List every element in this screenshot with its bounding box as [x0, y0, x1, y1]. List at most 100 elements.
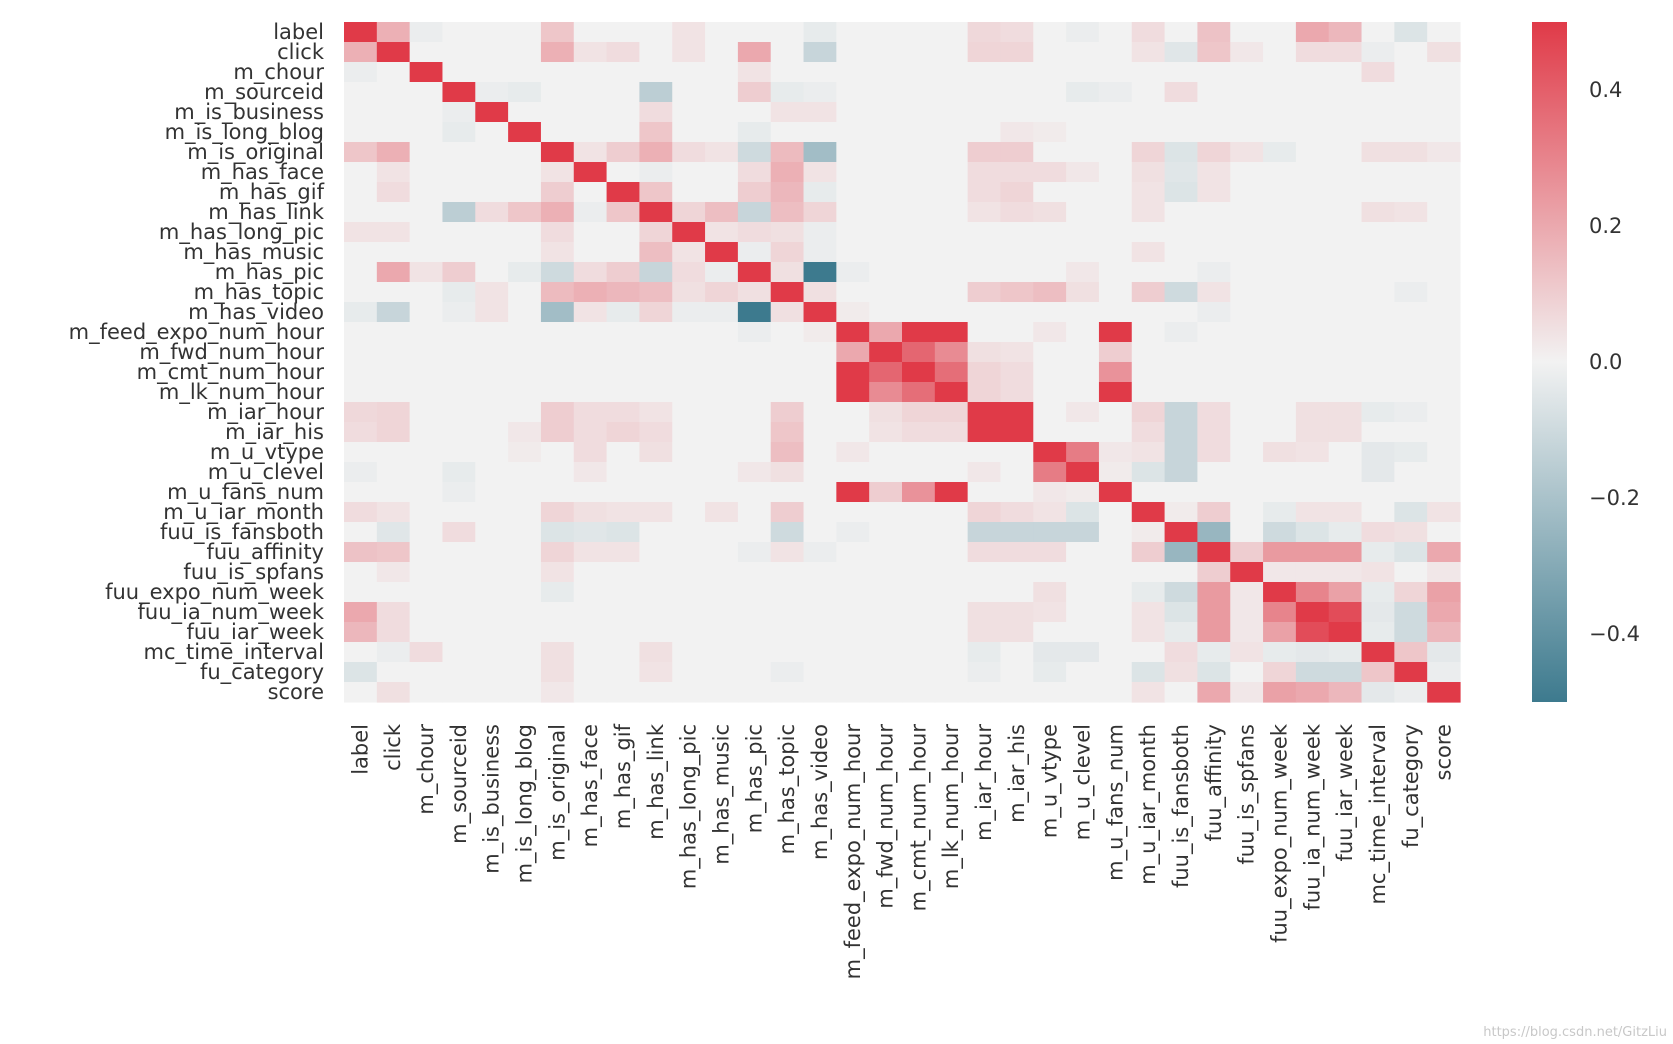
heatmap-cell-m_u_vtype-fuu_iar_week	[1328, 442, 1363, 463]
heatmap-cell-m_has_video-m_chour	[409, 302, 444, 323]
heatmap-cell-m_has_link-m_fwd_num_hour	[869, 202, 903, 223]
heatmap-cell-m_u_fans_num-fu_category	[1394, 482, 1428, 503]
heatmap-cell-fuu_iar_week-m_has_pic	[737, 622, 772, 643]
heatmap-cell-fuu_ia_num_week-m_has_video	[803, 602, 837, 623]
heatmap-cell-fuu_ia_num_week-m_has_long_pic	[672, 602, 706, 623]
heatmap-cell-m_u_clevel-m_is_business	[475, 462, 509, 483]
heatmap-cell-m_fwd_num_hour-m_iar_his	[1000, 342, 1034, 363]
heatmap-cell-m_has_face-m_is_long_blog	[508, 162, 542, 183]
heatmap-cell-fu_category-click	[376, 662, 411, 683]
heatmap-cell-fuu_expo_num_week-m_has_long_pic	[672, 582, 706, 603]
heatmap-cell-fuu_expo_num_week-m_has_face	[573, 582, 608, 603]
heatmap-cell-fuu_is_spfans-m_feed_expo_num_hour	[836, 562, 870, 583]
heatmap-cell-m_iar_his-m_has_link	[639, 422, 673, 443]
heatmap-cell-m_u_iar_month-fuu_iar_week	[1328, 502, 1363, 523]
heatmap-cell-m_u_fans_num-m_has_pic	[737, 482, 772, 503]
heatmap-cell-mc_time_interval-mc_time_interval	[1361, 642, 1395, 663]
heatmap-cell-m_is_long_blog-fuu_iar_week	[1328, 122, 1363, 143]
heatmap-cell-m_has_video-m_fwd_num_hour	[869, 302, 903, 323]
heatmap-cell-m_has_video-m_iar_hour	[967, 302, 1002, 323]
heatmap-cell-m_feed_expo_num_hour-fuu_ia_num_week	[1295, 322, 1330, 343]
y-tick-label: m_sourceid	[204, 80, 324, 105]
heatmap-cell-fuu_ia_num_week-fuu_is_fansboth	[1164, 602, 1199, 623]
heatmap-cell-m_chour-fuu_expo_num_week	[1263, 62, 1297, 83]
heatmap-cell-fuu_is_spfans-m_u_iar_month	[1131, 562, 1166, 583]
heatmap-cell-m_has_pic-m_fwd_num_hour	[869, 262, 903, 283]
heatmap-cell-m_has_video-m_has_pic	[737, 302, 772, 323]
x-tick-label: m_u_fans_num	[1103, 724, 1128, 881]
y-tick-label: fuu_affinity	[207, 540, 325, 565]
heatmap-cell-fuu_affinity-m_sourceid	[442, 542, 476, 563]
x-tick-label: score	[1432, 724, 1456, 780]
heatmap-cell-m_has_gif-fu_category	[1394, 182, 1428, 203]
heatmap-cell-m_lk_num_hour-m_has_long_pic	[672, 382, 706, 403]
heatmap-cell-m_u_vtype-m_has_long_pic	[672, 442, 706, 463]
heatmap-cell-m_has_music-mc_time_interval	[1361, 242, 1395, 263]
heatmap-cell-m_has_pic-fuu_expo_num_week	[1263, 262, 1297, 283]
heatmap-cell-fuu_is_fansboth-click	[376, 522, 411, 543]
colorbar-tick-label: 0.2	[1589, 214, 1622, 238]
heatmap-cell-m_is_business-label	[344, 102, 378, 123]
heatmap-cell-m_u_clevel-m_has_topic	[770, 462, 805, 483]
heatmap-cell-m_u_fans_num-score	[1427, 482, 1461, 503]
heatmap-cell-label-m_is_business	[475, 22, 509, 43]
heatmap-cell-fu_category-m_u_clevel	[1066, 662, 1100, 683]
heatmap-cell-m_u_iar_month-m_has_topic	[770, 502, 805, 523]
heatmap-cell-m_has_face-m_has_link	[639, 162, 673, 183]
heatmap-cell-m_fwd_num_hour-m_is_original	[540, 342, 575, 363]
heatmap-cell-click-m_has_music	[705, 42, 739, 63]
colorbar-tick-label: 0.0	[1589, 350, 1622, 374]
heatmap-cell-fu_category-label	[344, 662, 378, 683]
heatmap-cell-m_has_gif-m_u_clevel	[1066, 182, 1100, 203]
heatmap-cell-label-m_has_video	[803, 22, 837, 43]
heatmap-cell-fu_category-m_iar_his	[1000, 662, 1034, 683]
y-tick-label: m_has_link	[208, 200, 325, 225]
heatmap-cell-fuu_iar_week-m_u_fans_num	[1098, 622, 1133, 643]
heatmap-cell-m_has_long_pic-m_u_vtype	[1033, 222, 1067, 243]
heatmap-cell-m_cmt_num_hour-m_u_vtype	[1033, 362, 1067, 383]
heatmap-cell-fuu_is_spfans-mc_time_interval	[1361, 562, 1395, 583]
heatmap-cell-m_has_link-score	[1427, 202, 1461, 223]
heatmap-cell-score-m_sourceid	[442, 682, 476, 703]
heatmap-cell-m_lk_num_hour-fuu_ia_num_week	[1295, 382, 1330, 403]
heatmap-cell-m_u_vtype-m_has_face	[573, 442, 608, 463]
heatmap-cell-m_u_fans_num-label	[344, 482, 378, 503]
heatmap-cell-m_u_iar_month-m_has_pic	[737, 502, 772, 523]
heatmap-cell-m_u_fans_num-fuu_iar_week	[1328, 482, 1363, 503]
heatmap-cell-m_feed_expo_num_hour-m_has_topic	[770, 322, 805, 343]
heatmap-cell-fuu_expo_num_week-m_cmt_num_hour	[902, 582, 936, 603]
heatmap-cell-m_sourceid-m_u_clevel	[1066, 82, 1100, 103]
heatmap-cell-m_iar_hour-m_has_gif	[606, 402, 641, 423]
heatmap-cell-m_fwd_num_hour-m_iar_hour	[967, 342, 1002, 363]
heatmap-cell-fuu_is_fansboth-m_iar_hour	[967, 522, 1002, 543]
heatmap-cell-fuu_is_spfans-fuu_ia_num_week	[1295, 562, 1330, 583]
heatmap-cell-label-m_has_pic	[737, 22, 772, 43]
heatmap-cell-m_u_vtype-m_feed_expo_num_hour	[836, 442, 870, 463]
heatmap-cell-fuu_expo_num_week-mc_time_interval	[1361, 582, 1395, 603]
heatmap-cell-mc_time_interval-score	[1427, 642, 1461, 663]
heatmap-cell-label-m_iar_hour	[967, 22, 1002, 43]
heatmap-cell-m_u_fans_num-m_has_face	[573, 482, 608, 503]
heatmap-cell-label-m_chour	[409, 22, 444, 43]
heatmap-cell-mc_time_interval-m_has_gif	[606, 642, 641, 663]
heatmap-cell-fuu_is_fansboth-m_cmt_num_hour	[902, 522, 936, 543]
heatmap-cell-fuu_iar_week-click	[376, 622, 411, 643]
heatmap-cell-fuu_is_fansboth-m_is_long_blog	[508, 522, 542, 543]
heatmap-cell-fuu_is_fansboth-score	[1427, 522, 1461, 543]
heatmap-cell-m_iar_his-fuu_is_spfans	[1230, 422, 1264, 443]
heatmap-cell-score-m_iar_his	[1000, 682, 1034, 703]
heatmap-cell-click-m_iar_hour	[967, 42, 1002, 63]
heatmap-cell-fuu_expo_num_week-m_feed_expo_num_hour	[836, 582, 870, 603]
heatmap-cell-fuu_affinity-label	[344, 542, 378, 563]
heatmap-cell-fuu_affinity-m_u_vtype	[1033, 542, 1067, 563]
heatmap-cell-fuu_ia_num_week-mc_time_interval	[1361, 602, 1395, 623]
heatmap-cell-m_iar_hour-fuu_is_spfans	[1230, 402, 1264, 423]
heatmap-cell-m_feed_expo_num_hour-m_has_long_pic	[672, 322, 706, 343]
heatmap-cell-click-fuu_iar_week	[1328, 42, 1363, 63]
heatmap-cell-fuu_ia_num_week-m_u_clevel	[1066, 602, 1100, 623]
heatmap-cell-fuu_affinity-m_feed_expo_num_hour	[836, 542, 870, 563]
heatmap-cell-m_fwd_num_hour-m_has_gif	[606, 342, 641, 363]
heatmap-cell-m_has_link-fuu_is_spfans	[1230, 202, 1264, 223]
heatmap-cell-m_sourceid-fuu_affinity	[1197, 82, 1231, 103]
heatmap-cell-m_has_pic-m_has_video	[803, 262, 837, 283]
